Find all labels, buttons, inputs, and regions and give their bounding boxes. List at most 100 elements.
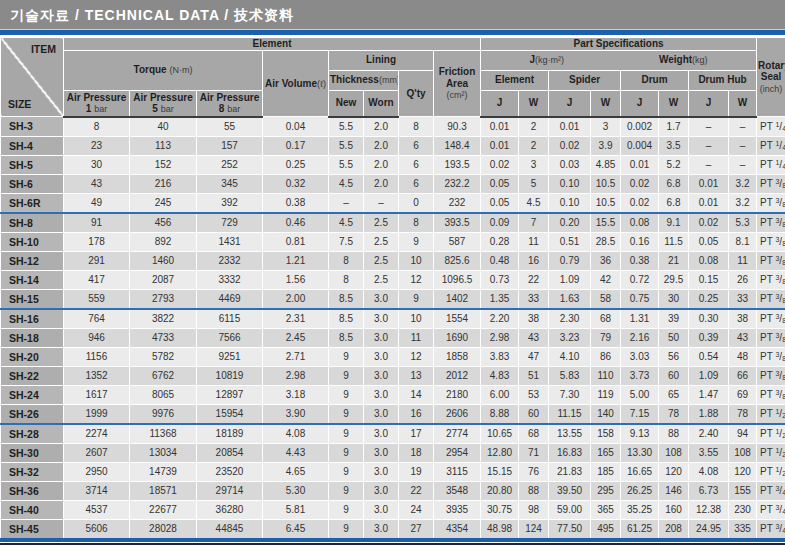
table-cell: 13.30 — [621, 443, 659, 462]
table-cell: 208 — [659, 519, 689, 540]
table-cell: 7.30 — [549, 385, 591, 404]
table-row: SH-40453722677362805.8193.024393530.7598… — [1, 500, 785, 519]
table-cell: 0.75 — [621, 289, 659, 309]
table-cell: 0.03 — [549, 155, 591, 174]
table-cell: 2606 — [434, 404, 481, 424]
table-cell: 2950 — [64, 462, 130, 481]
table-cell: 0.72 — [621, 270, 659, 289]
table-cell: 0.05 — [481, 193, 519, 213]
table-cell: 1402 — [434, 289, 481, 309]
air-pressure-1bar-header: Air Pressure 1 bar — [64, 90, 130, 117]
table-cell: 2.45 — [263, 328, 329, 347]
table-cell: 4.65 — [263, 462, 329, 481]
table-cell: 15954 — [197, 404, 263, 424]
table-cell: 10 — [399, 309, 434, 329]
air-pressure-value: 5 — [152, 103, 158, 114]
table-cell: 3.0 — [364, 424, 399, 444]
table-cell: 4469 — [197, 289, 263, 309]
table-cell: 178 — [64, 232, 130, 251]
rotary-seal-unit: (inch) — [760, 84, 783, 94]
table-row: SH-8914567290.464.52.58393.50.0970.2015.… — [1, 213, 785, 233]
table-cell: 3.0 — [364, 289, 399, 309]
table-cell: 157 — [197, 136, 263, 155]
table-cell: 8.5 — [329, 289, 364, 309]
table-row: SH-36371418571297145.3093.022354820.8088… — [1, 481, 785, 500]
table-cell: – — [689, 117, 729, 137]
table-row: SH-5301522520.255.52.06193.50.0230.034.8… — [1, 155, 785, 174]
table-cell: 9 — [399, 232, 434, 251]
table-cell: 3.0 — [364, 366, 399, 385]
table-cell: 4354 — [434, 519, 481, 540]
table-cell: 9 — [329, 462, 364, 481]
row-size-label: SH-45 — [1, 519, 64, 540]
table-cell: 892 — [130, 232, 197, 251]
bottom-rule — [0, 543, 785, 545]
table-row: SH-6432163450.324.52.06232.20.0550.1010.… — [1, 174, 785, 193]
row-size-label: SH-6R — [1, 193, 64, 213]
rotary-seal-value: PT 3/8 — [757, 232, 785, 251]
table-cell: 2793 — [130, 289, 197, 309]
table-cell: 10.5 — [591, 174, 621, 193]
table-cell: 9251 — [197, 347, 263, 366]
table-cell: 91 — [64, 213, 130, 233]
table-cell: 16.83 — [549, 443, 591, 462]
table-cell: 764 — [64, 309, 130, 329]
table-cell: 0.02 — [689, 213, 729, 233]
table-cell: 9 — [329, 500, 364, 519]
table-cell: 2.30 — [549, 309, 591, 329]
table-cell: 5.83 — [549, 366, 591, 385]
table-cell: 12.80 — [481, 443, 519, 462]
table-cell: 0.81 — [263, 232, 329, 251]
table-row: SH-32295014739235204.6593.019311515.1576… — [1, 462, 785, 481]
table-cell: 9.1 — [659, 213, 689, 233]
table-cell: 90.3 — [434, 117, 481, 137]
table-row: SH-12291146023321.2182.510825.60.48160.7… — [1, 251, 785, 270]
table-cell: 60 — [659, 366, 689, 385]
table-cell: 2.00 — [263, 289, 329, 309]
table-cell: 3 — [519, 155, 549, 174]
table-cell: – — [729, 117, 757, 137]
table-cell: 393.5 — [434, 213, 481, 233]
table-cell: 495 — [591, 519, 621, 540]
rotary-seal-value: PT 3/4 — [757, 500, 785, 519]
row-size-label: SH-6 — [1, 174, 64, 193]
rotary-seal-value: PT 3/8 — [757, 270, 785, 289]
table-cell: 21.83 — [549, 462, 591, 481]
table-row: SH-18946473375662.458.53.01116902.98433.… — [1, 328, 785, 347]
row-size-label: SH-36 — [1, 481, 64, 500]
air-pressure-unit: bar — [161, 104, 174, 114]
table-cell: 18571 — [130, 481, 197, 500]
table-cell: 2607 — [64, 443, 130, 462]
rotary-seal-value: PT 3/4 — [757, 481, 785, 500]
table-cell: 16 — [519, 251, 549, 270]
table-cell: 110 — [591, 366, 621, 385]
table-cell: 13 — [399, 366, 434, 385]
table-cell: – — [729, 155, 757, 174]
table-cell: 2774 — [434, 424, 481, 444]
table-cell: 0.25 — [263, 155, 329, 174]
table-cell: 27 — [399, 519, 434, 540]
table-cell: 3.23 — [549, 328, 591, 347]
part-element-header: Element — [481, 70, 549, 90]
table-cell: 4.43 — [263, 443, 329, 462]
table-cell: 193.5 — [434, 155, 481, 174]
table-cell: 0.002 — [621, 117, 659, 137]
table-cell: 0.01 — [689, 174, 729, 193]
table-cell: 124 — [519, 519, 549, 540]
table-cell: 9 — [329, 481, 364, 500]
table-cell: 19 — [399, 462, 434, 481]
table-cell: 2.5 — [364, 251, 399, 270]
table-row: SH-1017889214310.817.52.595870.28110.512… — [1, 232, 785, 251]
table-cell: 9 — [329, 385, 364, 404]
table-cell: 78 — [729, 404, 757, 424]
air-pressure-label: Air Pressure — [67, 92, 126, 103]
table-cell: 48.98 — [481, 519, 519, 540]
table-body: SH-3840550.045.52.0890.30.0120.0130.0021… — [1, 117, 785, 540]
table-cell: 2180 — [434, 385, 481, 404]
title-accent-rule — [0, 30, 785, 37]
table-cell: 98 — [519, 500, 549, 519]
table-cell: 10819 — [197, 366, 263, 385]
rotary-seal-value: PT 3/8 — [757, 366, 785, 385]
table-cell: 291 — [64, 251, 130, 270]
drum-w-header: W — [659, 90, 689, 117]
